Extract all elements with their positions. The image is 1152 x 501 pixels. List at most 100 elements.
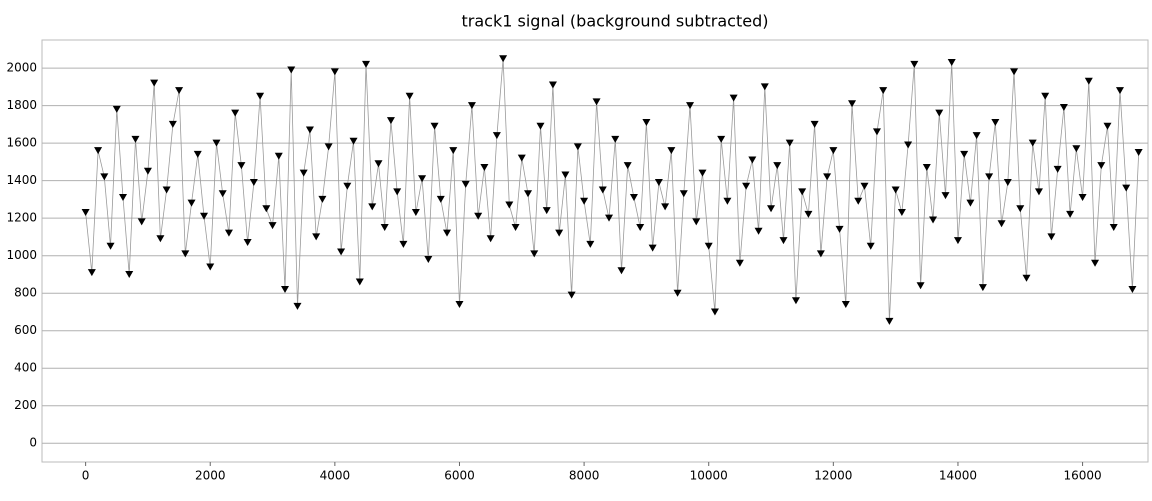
marker — [492, 132, 501, 140]
marker — [1091, 259, 1100, 267]
marker — [256, 92, 265, 100]
marker — [966, 199, 975, 207]
x-tick-label: 12000 — [814, 469, 852, 483]
marker — [897, 209, 906, 217]
marker — [611, 135, 620, 143]
marker — [742, 182, 751, 190]
marker — [698, 169, 707, 177]
marker — [953, 237, 962, 245]
marker — [343, 182, 352, 190]
marker — [200, 212, 209, 220]
marker — [249, 179, 258, 187]
marker — [997, 220, 1006, 228]
marker — [779, 237, 788, 245]
marker — [1010, 68, 1019, 76]
x-tick-label: 10000 — [690, 469, 728, 483]
marker — [181, 250, 190, 258]
marker — [1134, 149, 1143, 157]
marker — [692, 218, 701, 226]
marker — [972, 132, 981, 140]
marker — [573, 143, 582, 151]
marker — [1109, 224, 1118, 232]
marker — [723, 197, 732, 205]
marker — [748, 156, 757, 164]
marker — [100, 173, 109, 181]
marker — [1103, 122, 1112, 130]
marker — [829, 147, 838, 155]
x-tick-label: 6000 — [444, 469, 475, 483]
marker — [1003, 179, 1012, 187]
y-tick-label: 1400 — [6, 173, 37, 187]
y-tick-label: 800 — [14, 286, 37, 300]
marker — [1016, 205, 1025, 213]
marker — [106, 242, 115, 250]
marker — [661, 203, 670, 211]
x-tick-label: 4000 — [320, 469, 351, 483]
marker — [305, 126, 314, 134]
marker — [467, 102, 476, 110]
marker — [312, 233, 321, 241]
marker — [380, 224, 389, 232]
marker — [337, 248, 346, 256]
marker — [287, 66, 296, 74]
marker — [443, 229, 452, 237]
marker — [1097, 162, 1106, 170]
marker — [735, 259, 744, 267]
marker — [168, 120, 177, 128]
y-tick-label: 1600 — [6, 136, 37, 150]
y-tick-label: 400 — [14, 361, 37, 375]
marker — [960, 150, 969, 158]
marker — [904, 141, 913, 149]
marker — [978, 284, 987, 292]
marker — [804, 210, 813, 218]
marker — [1059, 104, 1068, 112]
marker — [623, 162, 632, 170]
marker — [617, 267, 626, 275]
x-tick-label: 16000 — [1063, 469, 1101, 483]
marker — [386, 117, 395, 125]
y-tick-label: 600 — [14, 323, 37, 337]
marker — [281, 285, 290, 293]
marker — [274, 152, 283, 160]
marker — [193, 150, 202, 158]
marker — [760, 83, 769, 91]
marker — [773, 162, 782, 170]
marker — [854, 197, 863, 205]
marker — [349, 137, 358, 145]
marker — [293, 302, 302, 310]
marker — [318, 195, 327, 203]
marker — [175, 87, 184, 95]
marker — [362, 60, 371, 68]
marker — [368, 203, 377, 211]
y-tick-label: 2000 — [6, 61, 37, 75]
marker — [1053, 165, 1062, 173]
marker — [586, 240, 595, 248]
marker — [430, 122, 439, 130]
marker — [455, 300, 464, 308]
x-tick-label: 8000 — [569, 469, 600, 483]
marker — [935, 109, 944, 117]
marker — [125, 270, 134, 278]
marker — [143, 167, 152, 175]
marker — [810, 120, 819, 128]
marker — [823, 173, 832, 181]
marker — [835, 225, 844, 233]
marker — [324, 143, 333, 151]
marker — [1034, 188, 1043, 196]
marker — [947, 59, 956, 67]
marker — [679, 190, 688, 198]
marker — [411, 209, 420, 217]
marker — [374, 160, 383, 168]
marker — [268, 222, 277, 230]
marker — [791, 297, 800, 305]
marker — [673, 289, 682, 297]
marker — [150, 79, 159, 87]
marker — [536, 122, 545, 130]
marker — [686, 102, 695, 110]
marker — [355, 278, 364, 286]
marker — [119, 194, 128, 202]
x-tick-label: 2000 — [195, 469, 226, 483]
marker — [112, 105, 121, 113]
marker — [985, 173, 994, 181]
